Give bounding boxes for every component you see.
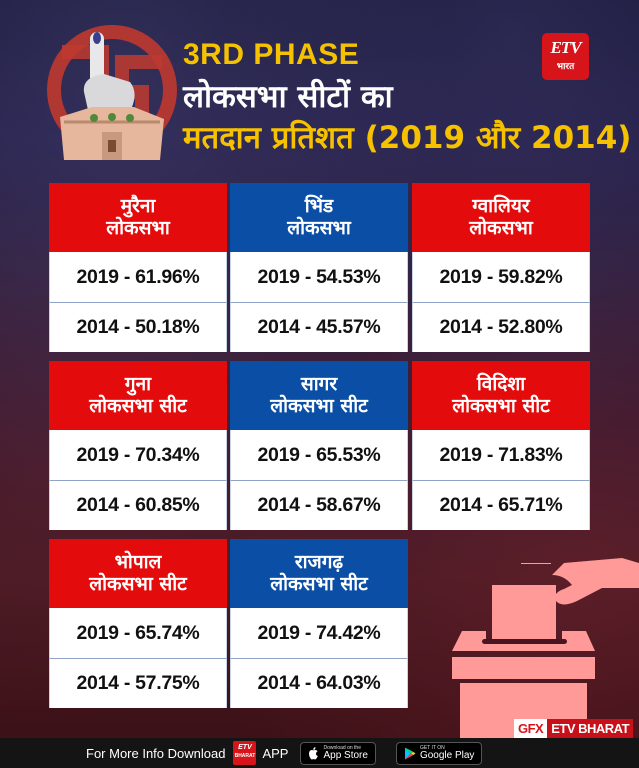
constituency-name: राजगढ़ bbox=[294, 550, 344, 573]
etv-app-logo-text: ETV bbox=[238, 744, 252, 751]
card-rajgarh: राजगढ़ लोकसभा सीट 2019 - 74.42% 2014 - 6… bbox=[230, 539, 408, 708]
app-store-small: Download on the bbox=[323, 744, 361, 751]
card-vidisha: विदिशा लोकसभा सीट 2019 - 71.83% 2014 - 6… bbox=[412, 361, 590, 530]
turnout-2014: 2014 - 50.18% bbox=[49, 302, 227, 352]
constituency-name: भोपाल bbox=[114, 550, 162, 573]
election-emblem-icon bbox=[47, 25, 177, 160]
turnout-2014: 2014 - 64.03% bbox=[230, 658, 408, 708]
constituency-name: भिंड bbox=[304, 194, 334, 217]
google-play-big: Google Play bbox=[419, 749, 475, 761]
card-morena: मुरैना लोकसभा 2019 - 61.96% 2014 - 50.18… bbox=[49, 183, 227, 352]
turnout-2019: 2019 - 71.83% bbox=[412, 430, 590, 480]
constituency-suffix: लोकसभा सीट bbox=[89, 394, 187, 417]
turnout-2019: 2019 - 65.53% bbox=[230, 430, 408, 480]
etv-bharat-logo: ETV भारत bbox=[542, 33, 589, 80]
card-header: मुरैना लोकसभा bbox=[49, 183, 227, 252]
ballot-box-icon bbox=[452, 558, 639, 738]
turnout-2019: 2019 - 61.96% bbox=[49, 252, 227, 302]
turnout-2014: 2014 - 58.67% bbox=[230, 480, 408, 530]
gfx-badge: GFX ETV BHARAT bbox=[514, 719, 634, 738]
constituency-suffix: लोकसभा bbox=[287, 216, 351, 239]
card-bhopal: भोपाल लोकसभा सीट 2019 - 65.74% 2014 - 57… bbox=[49, 539, 227, 708]
constituency-name: ग्वालियर bbox=[472, 194, 530, 217]
constituency-suffix: लोकसभा सीट bbox=[452, 394, 550, 417]
card-header: गुना लोकसभा सीट bbox=[49, 361, 227, 430]
card-header: ग्वालियर लोकसभा bbox=[412, 183, 590, 252]
constituency-name: मुरैना bbox=[120, 194, 156, 217]
footer-app-label: APP bbox=[262, 745, 289, 761]
app-store-button[interactable]: Download on the App Store bbox=[300, 741, 376, 765]
app-store-big: App Store bbox=[323, 749, 368, 761]
turnout-2019: 2019 - 74.42% bbox=[230, 608, 408, 658]
constituency-suffix: लोकसभा सीट bbox=[270, 572, 368, 595]
card-header: राजगढ़ लोकसभा सीट bbox=[230, 539, 408, 608]
google-play-icon bbox=[404, 747, 416, 759]
card-sagar: सागर लोकसभा सीट 2019 - 65.53% 2014 - 58.… bbox=[230, 361, 408, 530]
turnout-2019: 2019 - 65.74% bbox=[49, 608, 227, 658]
turnout-2019: 2019 - 59.82% bbox=[412, 252, 590, 302]
constituency-name: सागर bbox=[300, 372, 338, 395]
turnout-2014: 2014 - 60.85% bbox=[49, 480, 227, 530]
footer-info-text: For More Info Download bbox=[86, 745, 226, 761]
card-bhind: भिंड लोकसभा 2019 - 54.53% 2014 - 45.57% bbox=[230, 183, 408, 352]
etv-app-logo[interactable]: ETV BHARAT bbox=[233, 741, 257, 765]
card-header: विदिशा लोकसभा सीट bbox=[412, 361, 590, 430]
constituency-name: विदिशा bbox=[476, 372, 526, 395]
apple-icon bbox=[309, 746, 319, 759]
constituency-suffix: लोकसभा bbox=[469, 216, 533, 239]
card-guna: गुना लोकसभा सीट 2019 - 70.34% 2014 - 60.… bbox=[49, 361, 227, 530]
turnout-2019: 2019 - 54.53% bbox=[230, 252, 408, 302]
constituency-suffix: लोकसभा सीट bbox=[270, 394, 368, 417]
subtitle-turnout: मतदान प्रतिशत (2019 और 2014) bbox=[183, 120, 632, 156]
etv-logo-text: ETV bbox=[550, 38, 581, 57]
google-play-button[interactable]: GET IT ON Google Play bbox=[395, 741, 483, 765]
turnout-2014: 2014 - 57.75% bbox=[49, 658, 227, 708]
phase-title: 3RD PHASE bbox=[183, 38, 360, 71]
google-play-small: GET IT ON bbox=[419, 744, 445, 751]
constituency-suffix: लोकसभा bbox=[106, 216, 170, 239]
constituency-name: गुना bbox=[124, 372, 152, 395]
card-header: भिंड लोकसभा bbox=[230, 183, 408, 252]
turnout-2019: 2019 - 70.34% bbox=[49, 430, 227, 480]
turnout-2014: 2014 - 45.57% bbox=[230, 302, 408, 352]
card-gwalior: ग्वालियर लोकसभा 2019 - 59.82% 2014 - 52.… bbox=[412, 183, 590, 352]
etv-app-logo-sub: BHARAT bbox=[234, 752, 256, 759]
card-header: सागर लोकसभा सीट bbox=[230, 361, 408, 430]
constituency-suffix: लोकसभा सीट bbox=[89, 572, 187, 595]
brand-label: ETV BHARAT bbox=[547, 719, 634, 738]
turnout-2014: 2014 - 65.71% bbox=[412, 480, 590, 530]
turnout-2014: 2014 - 52.80% bbox=[412, 302, 590, 352]
footer-bar: For More Info Download ETV BHARAT APP Do… bbox=[0, 738, 639, 768]
card-header: भोपाल लोकसभा सीट bbox=[49, 539, 227, 608]
etv-logo-sub: भारत bbox=[556, 62, 575, 72]
subtitle-seats: लोकसभा सीटों का bbox=[183, 79, 393, 115]
gfx-label: GFX bbox=[514, 719, 548, 738]
title-block: 3RD PHASE लोकसभा सीटों का मतदान प्रतिशत … bbox=[183, 40, 631, 154]
